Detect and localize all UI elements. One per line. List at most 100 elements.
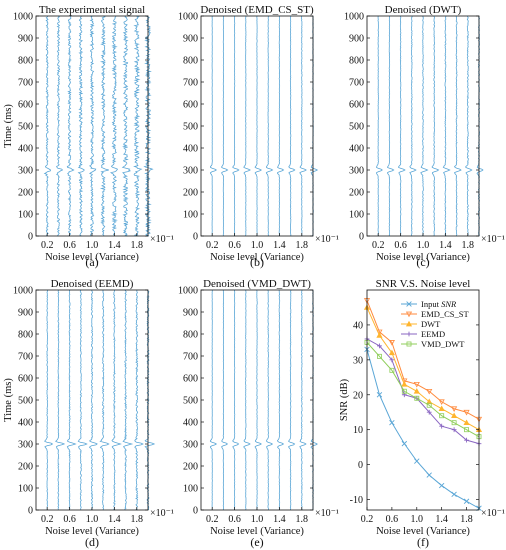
panel-title: Denoised (VMD_DWT) — [203, 278, 311, 290]
panel-3: 0 100 200 300 400 500 600 700 800 900 1000 0.2 0.6 1.… — [3, 278, 174, 549]
y-tick-label: 700 — [18, 78, 33, 89]
data-point — [376, 332, 383, 338]
x-tick-label: 1.4 — [108, 514, 121, 525]
data-point — [406, 331, 412, 337]
x-tick-label: 1.0 — [251, 240, 264, 251]
panel-letter: (f) — [417, 535, 429, 549]
legend-label-text: DWT — [421, 319, 441, 329]
y-tick-label: 1000 — [344, 12, 364, 23]
panel-letter: (c) — [416, 255, 429, 269]
series-0 — [364, 346, 482, 511]
data-point — [377, 343, 382, 349]
y-tick-label: 100 — [18, 210, 33, 221]
y-tick-label: 900 — [18, 308, 33, 319]
seismic-trace — [232, 289, 240, 511]
y-tick-label: 1000 — [13, 286, 33, 297]
data-point — [426, 472, 432, 478]
x-multiplier: ×10⁻¹ — [481, 234, 505, 245]
x-tick-label: 1.8 — [296, 514, 309, 525]
seismic-trace — [66, 289, 77, 511]
panel-title: Denoised (DWT) — [385, 4, 462, 16]
panel-title: Denoised (EMD_CS_ST) — [200, 4, 314, 16]
seismic-trace — [254, 15, 263, 237]
data-point — [388, 340, 395, 346]
x-tick-label: 1.0 — [411, 514, 424, 525]
data-point — [389, 367, 395, 373]
y-tick-label: 500 — [18, 122, 33, 133]
series-line — [366, 307, 480, 431]
y-tick-label: 0 — [358, 460, 363, 471]
x-tick-label: 1.8 — [296, 240, 309, 251]
y-tick-label: 1000 — [13, 12, 33, 23]
y-tick-label: 800 — [183, 56, 198, 67]
legend-label-text: Input — [421, 299, 441, 309]
y-tick-label: 0 — [359, 232, 364, 243]
y-tick-label: 400 — [183, 418, 198, 429]
panel-title: Denoised (EEMD) — [51, 278, 134, 290]
seismic-trace — [133, 15, 143, 237]
x-axis-label: Noise level (Variance) — [210, 252, 304, 263]
data-point — [414, 458, 420, 464]
seismic-trace — [110, 15, 119, 237]
data-point — [389, 419, 395, 426]
series-2 — [363, 304, 483, 433]
y-tick-label: 500 — [349, 122, 364, 133]
seismic-trace — [288, 289, 296, 511]
data-point — [426, 402, 432, 408]
data-point — [439, 413, 445, 419]
y-tick-label: 500 — [18, 396, 33, 407]
x-tick-label: 0.2 — [361, 514, 374, 525]
seismic-trace — [56, 15, 64, 237]
seismic-trace — [266, 289, 274, 511]
data-point — [413, 388, 420, 394]
data-point — [405, 311, 413, 318]
panel-title: The experimental signal — [39, 4, 145, 16]
seismic-trace — [210, 15, 218, 237]
x-tick-label: 0.2 — [372, 240, 385, 251]
legend-label: VMD_DWT — [421, 339, 465, 349]
x-tick-label: 0.6 — [228, 240, 241, 251]
data-point — [426, 388, 433, 395]
x-axis-label: Noise level (Variance) — [45, 252, 139, 263]
data-point — [388, 349, 395, 356]
data-point — [451, 412, 458, 419]
data-point — [376, 392, 383, 398]
x-multiplier: ×10⁻¹ — [481, 508, 505, 519]
data-point — [406, 301, 412, 307]
x-multiplier: ×10⁻¹ — [315, 234, 339, 245]
x-tick-label: 0.6 — [63, 514, 76, 525]
y-tick-label: 200 — [183, 462, 198, 473]
x-tick-label: 0.2 — [206, 240, 219, 251]
y-tick-label: 100 — [18, 484, 33, 495]
panel-1: 0 100 200 300 400 500 600 700 800 900 1000 0.2 0.6 1.… — [178, 4, 339, 269]
data-point — [451, 427, 457, 433]
seismic-trace — [77, 15, 85, 237]
x-axis-label: Noise level (Variance) — [45, 526, 139, 537]
seismic-trace — [299, 289, 307, 511]
y-tick-label: 200 — [349, 188, 364, 199]
data-point — [413, 381, 420, 388]
y-tick-label: 700 — [183, 78, 198, 89]
x-tick-label: 0.6 — [63, 240, 76, 251]
seismic-trace — [89, 289, 98, 511]
y-tick-label: 900 — [183, 34, 198, 45]
plot-frame — [366, 289, 480, 511]
legend-label-text: VMD_DWT — [421, 339, 465, 349]
seismic-trace — [454, 15, 462, 237]
y-tick-label: -10 — [350, 495, 363, 506]
y-tick-label: 700 — [349, 78, 364, 89]
panel-title: SNR V.S. Noise level — [376, 278, 471, 290]
data-point — [401, 388, 407, 394]
y-tick-label: 700 — [183, 352, 198, 363]
y-tick-label: 900 — [349, 34, 364, 45]
y-axis-label: Time (ms) — [3, 104, 14, 148]
x-axis-label: Noise level (Variance) — [376, 252, 470, 263]
y-tick-label: 400 — [349, 144, 364, 155]
data-point — [463, 498, 470, 504]
seismic-trace — [431, 15, 440, 237]
seismic-trace — [288, 15, 296, 237]
y-axis-label: Time (ms) — [3, 378, 14, 422]
x-tick-label: 1.8 — [460, 514, 473, 525]
y-tick-label: 800 — [18, 56, 33, 67]
